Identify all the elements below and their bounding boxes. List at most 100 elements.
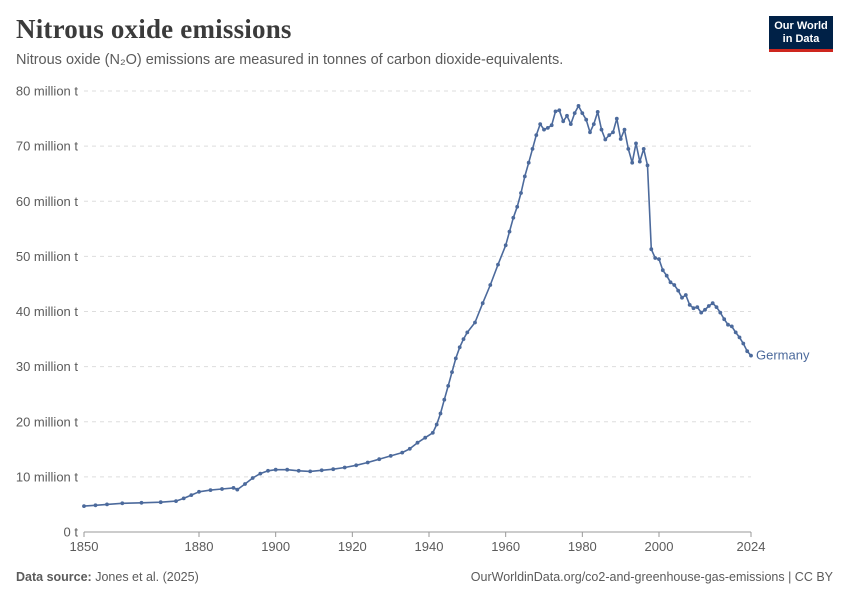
data-point[interactable] bbox=[105, 502, 109, 507]
data-point[interactable] bbox=[365, 460, 370, 465]
data-point[interactable] bbox=[342, 465, 347, 470]
data-point[interactable] bbox=[407, 446, 412, 451]
data-point[interactable] bbox=[683, 293, 688, 297]
data-point[interactable] bbox=[714, 305, 719, 309]
data-point[interactable] bbox=[657, 257, 661, 261]
data-point[interactable] bbox=[250, 476, 255, 480]
data-point[interactable] bbox=[561, 119, 566, 124]
data-point[interactable] bbox=[580, 111, 585, 115]
data-point[interactable] bbox=[645, 163, 650, 168]
data-point[interactable] bbox=[538, 122, 543, 126]
data-point[interactable] bbox=[634, 141, 638, 146]
data-point[interactable] bbox=[687, 303, 692, 307]
data-point[interactable] bbox=[461, 337, 466, 341]
source-text[interactable]: Jones et al. (2025) bbox=[95, 570, 199, 584]
data-point[interactable] bbox=[699, 310, 704, 315]
data-point[interactable] bbox=[453, 356, 458, 361]
data-point[interactable] bbox=[526, 160, 531, 165]
data-point[interactable] bbox=[331, 467, 336, 472]
data-point[interactable] bbox=[258, 471, 263, 476]
data-point[interactable] bbox=[733, 330, 738, 335]
data-point[interactable] bbox=[637, 159, 642, 164]
data-point[interactable] bbox=[388, 454, 393, 458]
data-point[interactable] bbox=[197, 489, 201, 494]
data-point[interactable] bbox=[572, 111, 577, 115]
data-point[interactable] bbox=[672, 283, 677, 287]
data-point[interactable] bbox=[549, 123, 554, 128]
data-point[interactable] bbox=[488, 283, 493, 287]
data-point[interactable] bbox=[710, 301, 715, 306]
data-point[interactable] bbox=[174, 499, 178, 503]
data-point[interactable] bbox=[515, 204, 520, 209]
data-point[interactable] bbox=[749, 353, 753, 358]
data-point[interactable] bbox=[641, 147, 646, 151]
data-point[interactable] bbox=[630, 160, 635, 165]
data-point[interactable] bbox=[576, 104, 581, 108]
data-point[interactable] bbox=[737, 335, 742, 340]
data-point[interactable] bbox=[308, 469, 313, 474]
data-point[interactable] bbox=[729, 324, 734, 329]
data-point[interactable] bbox=[649, 247, 654, 252]
data-point[interactable] bbox=[266, 468, 270, 473]
data-point[interactable] bbox=[377, 457, 382, 462]
data-point[interactable] bbox=[607, 133, 612, 138]
data-point[interactable] bbox=[568, 122, 573, 126]
data-point[interactable] bbox=[208, 488, 213, 492]
data-point[interactable] bbox=[695, 305, 700, 309]
data-point[interactable] bbox=[545, 126, 550, 130]
data-point[interactable] bbox=[588, 130, 592, 135]
data-point[interactable] bbox=[726, 322, 730, 327]
data-point[interactable] bbox=[243, 482, 247, 486]
data-point[interactable] bbox=[415, 440, 420, 445]
data-point[interactable] bbox=[496, 262, 500, 267]
data-point[interactable] bbox=[480, 301, 485, 306]
data-point[interactable] bbox=[542, 127, 546, 132]
data-point[interactable] bbox=[93, 503, 98, 508]
data-point[interactable] bbox=[530, 147, 535, 151]
data-point[interactable] bbox=[434, 422, 439, 427]
data-point[interactable] bbox=[622, 127, 627, 132]
data-point[interactable] bbox=[220, 487, 224, 491]
data-point[interactable] bbox=[423, 435, 428, 440]
data-point[interactable] bbox=[603, 137, 608, 142]
data-point[interactable] bbox=[703, 307, 707, 312]
data-point[interactable] bbox=[565, 113, 569, 118]
data-point[interactable] bbox=[534, 133, 539, 138]
data-point[interactable] bbox=[584, 117, 589, 122]
data-point[interactable] bbox=[181, 496, 186, 501]
series-label-germany[interactable]: Germany bbox=[756, 348, 810, 363]
data-point[interactable] bbox=[653, 256, 658, 260]
data-point[interactable] bbox=[680, 295, 684, 300]
data-point[interactable] bbox=[595, 110, 600, 114]
data-point[interactable] bbox=[626, 147, 631, 151]
data-point[interactable] bbox=[465, 330, 470, 335]
data-point[interactable] bbox=[473, 320, 477, 325]
data-point[interactable] bbox=[519, 191, 523, 195]
data-point[interactable] bbox=[660, 268, 665, 273]
owid-logo[interactable]: Our World in Data bbox=[769, 16, 833, 52]
data-point[interactable] bbox=[442, 397, 447, 402]
data-point[interactable] bbox=[722, 317, 727, 322]
data-point[interactable] bbox=[82, 504, 86, 508]
data-point[interactable] bbox=[354, 463, 359, 468]
data-point[interactable] bbox=[745, 349, 750, 354]
data-point[interactable] bbox=[676, 288, 681, 293]
data-point[interactable] bbox=[438, 411, 443, 416]
data-point[interactable] bbox=[511, 215, 516, 220]
data-point[interactable] bbox=[741, 341, 746, 346]
data-point[interactable] bbox=[450, 370, 454, 374]
data-point[interactable] bbox=[507, 229, 512, 234]
data-point[interactable] bbox=[668, 280, 673, 285]
data-point[interactable] bbox=[591, 122, 596, 126]
data-point[interactable] bbox=[706, 304, 711, 308]
data-point[interactable] bbox=[319, 468, 324, 473]
footer-url[interactable]: OurWorldinData.org/co2-and-greenhouse-ga… bbox=[470, 570, 833, 584]
data-point[interactable] bbox=[139, 500, 144, 505]
data-point[interactable] bbox=[503, 243, 508, 248]
data-point[interactable] bbox=[457, 345, 462, 350]
data-point[interactable] bbox=[446, 384, 451, 388]
series-line-germany[interactable] bbox=[83, 105, 752, 507]
data-point[interactable] bbox=[430, 430, 435, 435]
data-point[interactable] bbox=[614, 116, 619, 121]
data-point[interactable] bbox=[718, 310, 723, 315]
